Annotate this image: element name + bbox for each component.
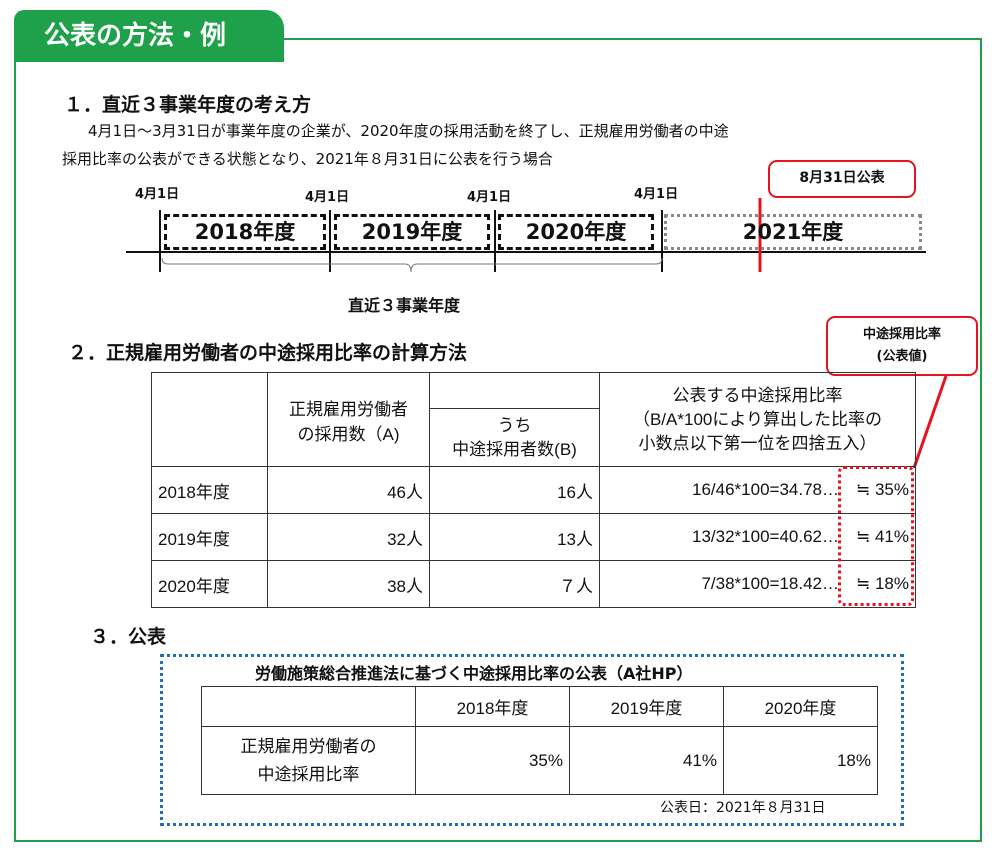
rate-value: 18%	[723, 726, 878, 795]
calc-text: 16/46*100=34.78…	[692, 480, 839, 499]
corner-cell	[151, 372, 268, 467]
rate-cell: 16/46*100=34.78… ≒ 35%	[599, 466, 916, 514]
publication-date-callout: 8月31日公表	[768, 160, 916, 198]
intro-line-1: 4月1日～3月31日が事業年度の企業が、2020年度の採用活動を終了し、正規雇用…	[88, 122, 729, 140]
header-text: うち	[497, 415, 532, 435]
april-label: 4月1日	[305, 190, 350, 205]
rate-value: 41%	[569, 726, 724, 795]
content-frame	[14, 38, 982, 842]
table-row: 2018年度 46人 16人 16/46*100=34.78… ≒ 35%	[151, 466, 916, 514]
year-header: 2018年度	[415, 686, 570, 727]
three-year-brace	[161, 257, 663, 273]
calc-text: 13/32*100=40.62…	[692, 527, 839, 546]
year-cell: 2018年度	[151, 466, 268, 514]
midcareer-cell: ７人	[429, 560, 600, 608]
header-text: 正規雇用労働者	[289, 399, 408, 419]
page-title: 公表の方法・例	[14, 10, 284, 62]
corner-cell	[201, 686, 416, 727]
section2-heading: ２．正規雇用労働者の中途採用比率の計算方法	[68, 342, 468, 364]
rate-cell: 7/38*100=18.42… ≒ 18%	[599, 560, 916, 608]
row-label: 正規雇用労働者の 中途採用比率	[201, 726, 416, 795]
hires-cell: 38人	[267, 560, 430, 608]
header-text: の採用数（A)	[297, 424, 400, 444]
intro-line-2: 採用比率の公表ができる状態となり、2021年８月31日に公表を行う場合	[62, 150, 553, 168]
header-text: 中途採用者数(B)	[452, 439, 577, 459]
calc-text: 7/38*100=18.42…	[701, 574, 839, 593]
row-label-text: 正規雇用労働者の	[240, 736, 377, 756]
callout-line: 中途採用比率	[862, 327, 941, 342]
row-label-text: 中途採用比率	[257, 764, 360, 784]
april-label: 4月1日	[467, 190, 512, 205]
year-box-2019: 2019年度	[334, 214, 490, 250]
section1-heading: １．直近３事業年度の考え方	[64, 94, 312, 116]
year-cell: 2019年度	[151, 513, 268, 561]
year-box-2020: 2020年度	[498, 214, 654, 250]
result-text: ≒ 41%	[855, 527, 909, 546]
header-text: 公表する中途採用比率	[672, 385, 843, 405]
year-header: 2020年度	[723, 686, 878, 727]
header-midcareer: うち 中途採用者数(B)	[429, 408, 600, 467]
result-text: ≒ 35%	[855, 480, 909, 499]
april-label: 4月1日	[135, 187, 180, 202]
publication-box-title: 労働施策総合推進法に基づく中途採用比率の公表（A社HP）	[255, 664, 693, 683]
header-rate: 公表する中途採用比率 （B/A*100により算出した比率の 小数点以下第一位を四…	[599, 372, 916, 467]
year-header: 2019年度	[569, 686, 724, 727]
header-text: 小数点以下第一位を四捨五入）	[638, 433, 877, 453]
header-hires: 正規雇用労働者 の採用数（A)	[267, 372, 430, 467]
publication-date: 公表日：2021年８月31日	[660, 800, 826, 816]
table-row: 2019年度 32人 13人 13/32*100=40.62… ≒ 41%	[151, 513, 916, 561]
publication-table: 2018年度 2019年度 2020年度 正規雇用労働者の 中途採用比率 35%…	[201, 686, 878, 795]
rate-value: 35%	[415, 726, 570, 795]
midcareer-cell: 13人	[429, 513, 600, 561]
table-row: 正規雇用労働者の 中途採用比率 35% 41% 18%	[201, 726, 878, 795]
april-label: 4月1日	[634, 187, 679, 202]
year-cell: 2020年度	[151, 560, 268, 608]
timeline-graphic	[126, 198, 926, 273]
section3-heading: ３．公表	[90, 626, 167, 648]
result-highlight	[838, 466, 914, 606]
year-box-2018: 2018年度	[164, 214, 326, 250]
rate-cell: 13/32*100=40.62… ≒ 41%	[599, 513, 916, 561]
callout-line: (公表値)	[876, 349, 928, 364]
header-text: （B/A*100により算出した比率の	[632, 409, 883, 429]
calculation-table: 正規雇用労働者 の採用数（A) 公表する中途採用比率 （B/A*100により算出…	[151, 372, 916, 608]
midcareer-cell: 16人	[429, 466, 600, 514]
hires-cell: 32人	[267, 513, 430, 561]
result-text: ≒ 18%	[855, 574, 909, 593]
year-box-2021: 2021年度	[664, 214, 922, 250]
table-row: 2020年度 38人 ７人 7/38*100=18.42… ≒ 18%	[151, 560, 916, 608]
brace-label: 直近３事業年度	[348, 296, 461, 315]
published-value-callout: 中途採用比率 (公表値)	[826, 316, 978, 376]
publication-box	[160, 654, 904, 826]
hires-cell: 46人	[267, 466, 430, 514]
header-blank	[429, 372, 600, 409]
